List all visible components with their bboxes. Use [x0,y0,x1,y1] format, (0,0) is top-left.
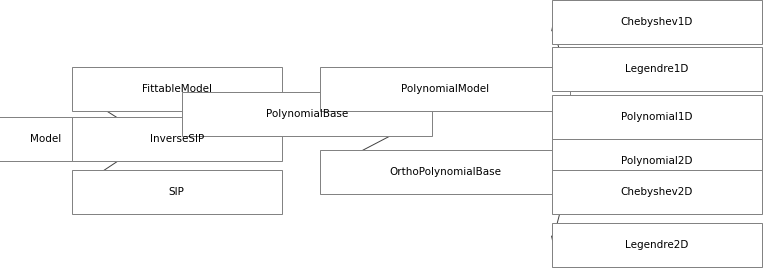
Text: Legendre1D: Legendre1D [625,64,688,75]
Text: FittableModel: FittableModel [141,84,212,94]
Text: Legendre2D: Legendre2D [625,240,688,250]
FancyBboxPatch shape [551,95,762,139]
FancyBboxPatch shape [71,67,282,111]
Text: Chebyshev1D: Chebyshev1D [621,17,693,27]
FancyBboxPatch shape [71,117,282,161]
FancyBboxPatch shape [551,139,762,183]
Text: PolynomialBase: PolynomialBase [266,109,349,119]
Text: InverseSIP: InverseSIP [150,134,204,144]
Text: Polynomial2D: Polynomial2D [621,156,693,166]
FancyBboxPatch shape [551,223,762,267]
Text: SIP: SIP [169,187,184,197]
FancyBboxPatch shape [0,117,151,161]
FancyBboxPatch shape [551,0,762,44]
Text: Model: Model [31,134,61,144]
FancyBboxPatch shape [182,92,432,136]
Text: Chebyshev2D: Chebyshev2D [621,187,693,197]
FancyBboxPatch shape [320,150,571,194]
FancyBboxPatch shape [71,170,282,214]
FancyBboxPatch shape [551,170,762,214]
FancyBboxPatch shape [320,67,571,111]
Text: PolynomialModel: PolynomialModel [402,84,489,94]
FancyBboxPatch shape [551,48,762,91]
Text: OrthoPolynomialBase: OrthoPolynomialBase [389,167,502,177]
Text: Polynomial1D: Polynomial1D [621,112,693,122]
